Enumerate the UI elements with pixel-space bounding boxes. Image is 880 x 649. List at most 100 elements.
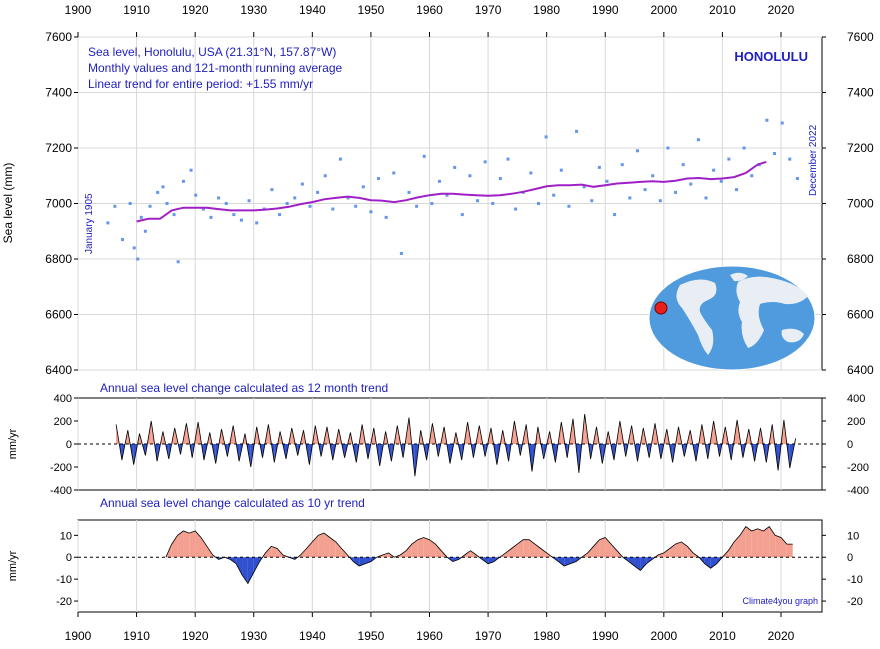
x-tick-label-bottom: 2020 xyxy=(768,629,795,643)
y-tick-label-left: 6600 xyxy=(45,308,72,322)
monthly-value-point xyxy=(773,152,777,156)
australia-landmass xyxy=(781,328,804,343)
x-tick-label-bottom: 1920 xyxy=(182,629,209,643)
end-date-label: December 2022 xyxy=(808,124,819,196)
monthly-value-point xyxy=(719,179,723,183)
monthly-value-point xyxy=(430,202,434,205)
positive-area-segment xyxy=(429,539,436,558)
x-tick-label-bottom: 1990 xyxy=(592,629,619,643)
positive-area-segment xyxy=(511,544,518,558)
y-tick-label-right: 6400 xyxy=(847,363,874,377)
x-axis-top: 1900 1910 1920 1930 1940 1950 1960 1970 1980 1990… xyxy=(65,3,795,37)
monthly-value-point xyxy=(346,196,350,200)
x-tick-label-top: 1980 xyxy=(533,3,560,17)
positive-area-segment xyxy=(177,530,184,558)
monthly-value-point xyxy=(369,210,373,214)
negative-area-segment xyxy=(482,557,489,564)
x-tick-label-bottom: 1900 xyxy=(65,629,92,643)
monthly-value-point xyxy=(232,213,236,217)
positive-area-segment xyxy=(593,539,600,558)
x-tick-label-top: 1970 xyxy=(475,3,502,17)
info-line-3: Linear trend for entire period: +1.55 mm… xyxy=(88,77,313,91)
monthly-value-point xyxy=(136,257,140,261)
x-tick-label-bottom: 1940 xyxy=(299,629,326,643)
positive-area-segment xyxy=(517,539,524,558)
world-map-inset xyxy=(648,265,816,371)
positive-area-segment xyxy=(470,550,477,558)
monthly-value-point xyxy=(620,163,624,167)
negative-area-segment xyxy=(646,557,653,564)
negative-area-segment xyxy=(452,557,459,562)
y-tick-label-right: 200 xyxy=(847,416,865,428)
y-tick-label-right: 0 xyxy=(847,439,853,451)
positive-area-segment xyxy=(318,533,325,558)
ten-year-outline xyxy=(165,526,793,585)
credit-label: Climate4you graph xyxy=(742,596,818,606)
monthly-value-point xyxy=(338,157,342,161)
positive-area-segment xyxy=(265,546,272,558)
monthly-value-point xyxy=(559,168,563,172)
monthly-value-point xyxy=(181,179,185,183)
y-tick-label-right: -20 xyxy=(847,596,863,608)
positive-area-segment xyxy=(739,526,746,558)
twelve-month-trend-panel: -400 -400 -200 -200 0 0 200 200 400 400 Annual se… xyxy=(7,381,869,497)
monthly-value-point xyxy=(727,157,731,161)
ten-year-trend-panel: -20 -20 -10 -10 0 0 10 10 Annual sea level chan… xyxy=(7,496,863,613)
monthly-value-point xyxy=(635,149,639,153)
positive-area-segment xyxy=(675,541,682,558)
y-tick-label-right: 400 xyxy=(847,393,865,405)
y-tick-label-left: 0 xyxy=(66,552,72,564)
monthly-value-point xyxy=(247,199,251,203)
y-tick-label-right: -400 xyxy=(847,485,869,497)
positive-area-segment xyxy=(757,528,764,558)
positive-area-segment xyxy=(324,533,330,558)
x-tick-label-top: 2010 xyxy=(709,3,736,17)
x-tick-label-bottom: 1950 xyxy=(358,629,385,643)
monthly-value-point xyxy=(392,171,396,175)
x-tick-label-top: 1900 xyxy=(65,3,92,17)
monthly-value-point xyxy=(628,196,632,200)
monthly-value-point xyxy=(422,154,426,158)
negative-area-segment xyxy=(710,557,717,569)
info-line-2: Monthly values and 121-month running ave… xyxy=(88,61,342,75)
monthly-value-point xyxy=(128,202,132,205)
station-title: HONOLULU xyxy=(734,49,808,64)
monthly-value-point xyxy=(552,193,556,197)
positive-area-segment xyxy=(417,537,424,558)
positive-area-segment xyxy=(201,537,207,558)
x-tick-label-top: 1910 xyxy=(123,3,150,17)
negative-area-segment xyxy=(628,557,635,566)
positive-area-segment xyxy=(400,550,407,558)
monthly-value-point xyxy=(506,157,510,161)
monthly-value-point xyxy=(161,185,165,189)
x-tick-label-top: 1920 xyxy=(182,3,209,17)
monthly-value-point xyxy=(681,163,685,167)
monthly-value-point xyxy=(651,174,655,178)
monthly-value-point xyxy=(689,182,693,186)
monthly-value-point xyxy=(529,171,533,175)
x-tick-label-top: 1930 xyxy=(240,3,267,17)
monthly-value-point xyxy=(788,157,792,161)
monthly-value-point xyxy=(201,207,205,211)
monthly-value-point xyxy=(575,129,579,133)
monthly-value-point xyxy=(765,118,769,122)
monthly-value-point xyxy=(407,190,411,194)
y-tick-label-left: 7400 xyxy=(45,86,72,100)
positive-area-segment xyxy=(523,539,530,558)
positive-area-segment xyxy=(411,539,418,558)
twelve-month-outline xyxy=(115,414,796,477)
monthly-value-point xyxy=(165,202,169,205)
monthly-value-point xyxy=(176,260,180,264)
negative-area-segment xyxy=(247,557,254,584)
ten-year-title: Annual sea level change calculated as 10… xyxy=(100,496,365,510)
monthly-value-point xyxy=(189,168,193,172)
monthly-value-point xyxy=(121,238,125,242)
x-tick-label-top: 1990 xyxy=(592,3,619,17)
positive-area-segment xyxy=(669,544,676,558)
monthly-value-point xyxy=(590,199,594,203)
monthly-value-point xyxy=(613,213,617,217)
negative-area-segment xyxy=(230,557,237,564)
monthly-value-point xyxy=(643,188,647,192)
y-tick-label-left: -200 xyxy=(50,462,72,474)
